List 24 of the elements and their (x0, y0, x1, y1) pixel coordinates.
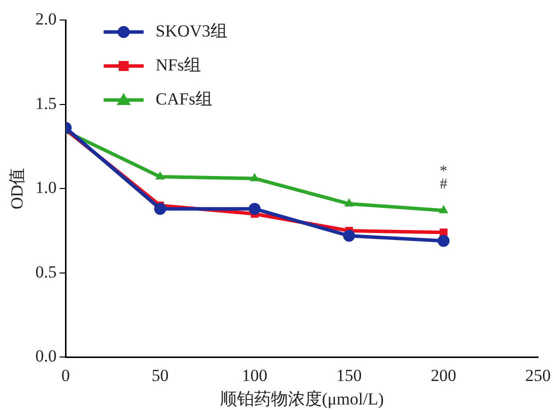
x-tick-label: 0 (61, 366, 70, 385)
point (344, 198, 354, 207)
point (343, 230, 356, 242)
y-axis-title: OD值 (8, 168, 27, 210)
y-tick-label: 0.0 (35, 346, 57, 366)
point (438, 234, 450, 247)
legend-label: CAFs组 (156, 89, 212, 108)
y-tick-label: 2.0 (35, 9, 57, 28)
x-tick-label: 50 (152, 366, 169, 385)
x-axis-title: 顺铂药物浓度(μmol/L) (220, 389, 384, 408)
x-tick-label: 250 (525, 366, 551, 385)
point (155, 171, 165, 180)
point (248, 202, 261, 215)
legend-label: SKOV3组 (156, 21, 228, 40)
x-tick-label: 150 (336, 366, 362, 385)
x-tick-label: 200 (430, 366, 456, 385)
point (154, 202, 166, 215)
x-tick-label: 100 (242, 366, 268, 385)
y-tick-label: 1.5 (35, 94, 57, 113)
legend-label: NFs组 (156, 55, 202, 74)
y-tick-label: 1.0 (35, 178, 57, 198)
y-tick-label: 0.5 (35, 262, 57, 282)
point (438, 205, 448, 214)
point (250, 172, 260, 182)
